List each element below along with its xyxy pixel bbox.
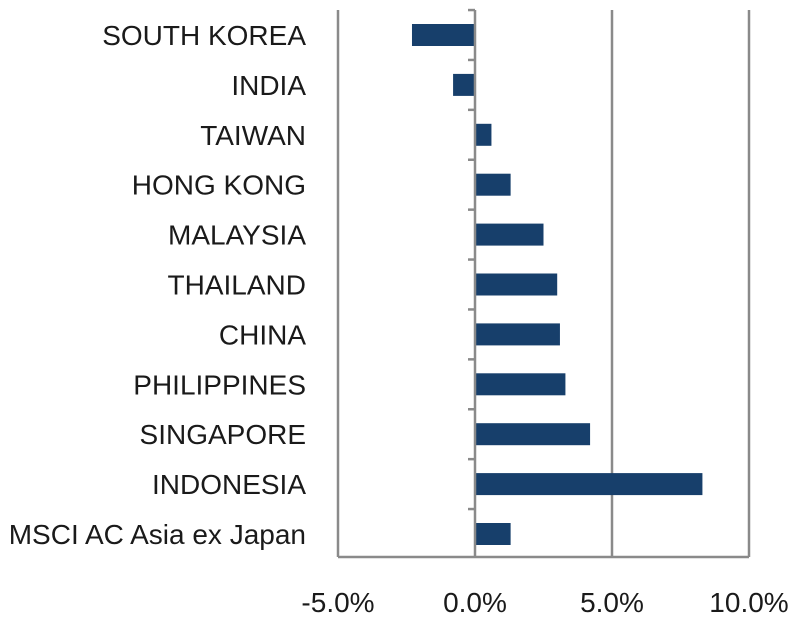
category-labels: SOUTH KOREA INDIA TAIWAN HONG KONG MALAYSIA T… (9, 20, 307, 550)
category-label-8: SINGAPORE (140, 419, 306, 450)
bar-1 (453, 73, 475, 96)
category-label-6: CHINA (219, 319, 306, 350)
bar-10 (475, 523, 511, 545)
category-label-10: MSCI AC Asia ex Japan (9, 519, 306, 550)
x-tick-label-3: 10.0% (709, 587, 788, 618)
x-tick-label-2: 5.0% (580, 587, 644, 618)
bar-4 (475, 223, 544, 246)
x-tick-labels: -5.0% 0.0% 5.0% 10.0% (301, 587, 788, 618)
bar-7 (475, 373, 566, 396)
category-label-5: THAILAND (168, 270, 306, 301)
category-label-2: TAIWAN (200, 120, 306, 151)
bar-3 (475, 173, 511, 196)
gridlines (336, 10, 751, 557)
x-tick-label-0: -5.0% (301, 587, 374, 618)
bars (411, 24, 703, 545)
category-label-9: INDONESIA (152, 469, 306, 500)
category-label-1: INDIA (231, 70, 306, 101)
axes (338, 8, 749, 559)
bar-9 (475, 473, 703, 496)
bar-2 (475, 123, 492, 146)
category-label-7: PHILIPPINES (133, 369, 306, 400)
category-label-3: HONG KONG (132, 170, 306, 201)
category-label-4: MALAYSIA (168, 220, 306, 251)
bar-5 (475, 273, 558, 296)
bar-8 (475, 423, 591, 446)
bar-0 (411, 24, 475, 46)
bar-6 (475, 323, 560, 346)
category-label-0: SOUTH KOREA (102, 20, 306, 51)
x-tick-label-1: 0.0% (443, 587, 507, 618)
